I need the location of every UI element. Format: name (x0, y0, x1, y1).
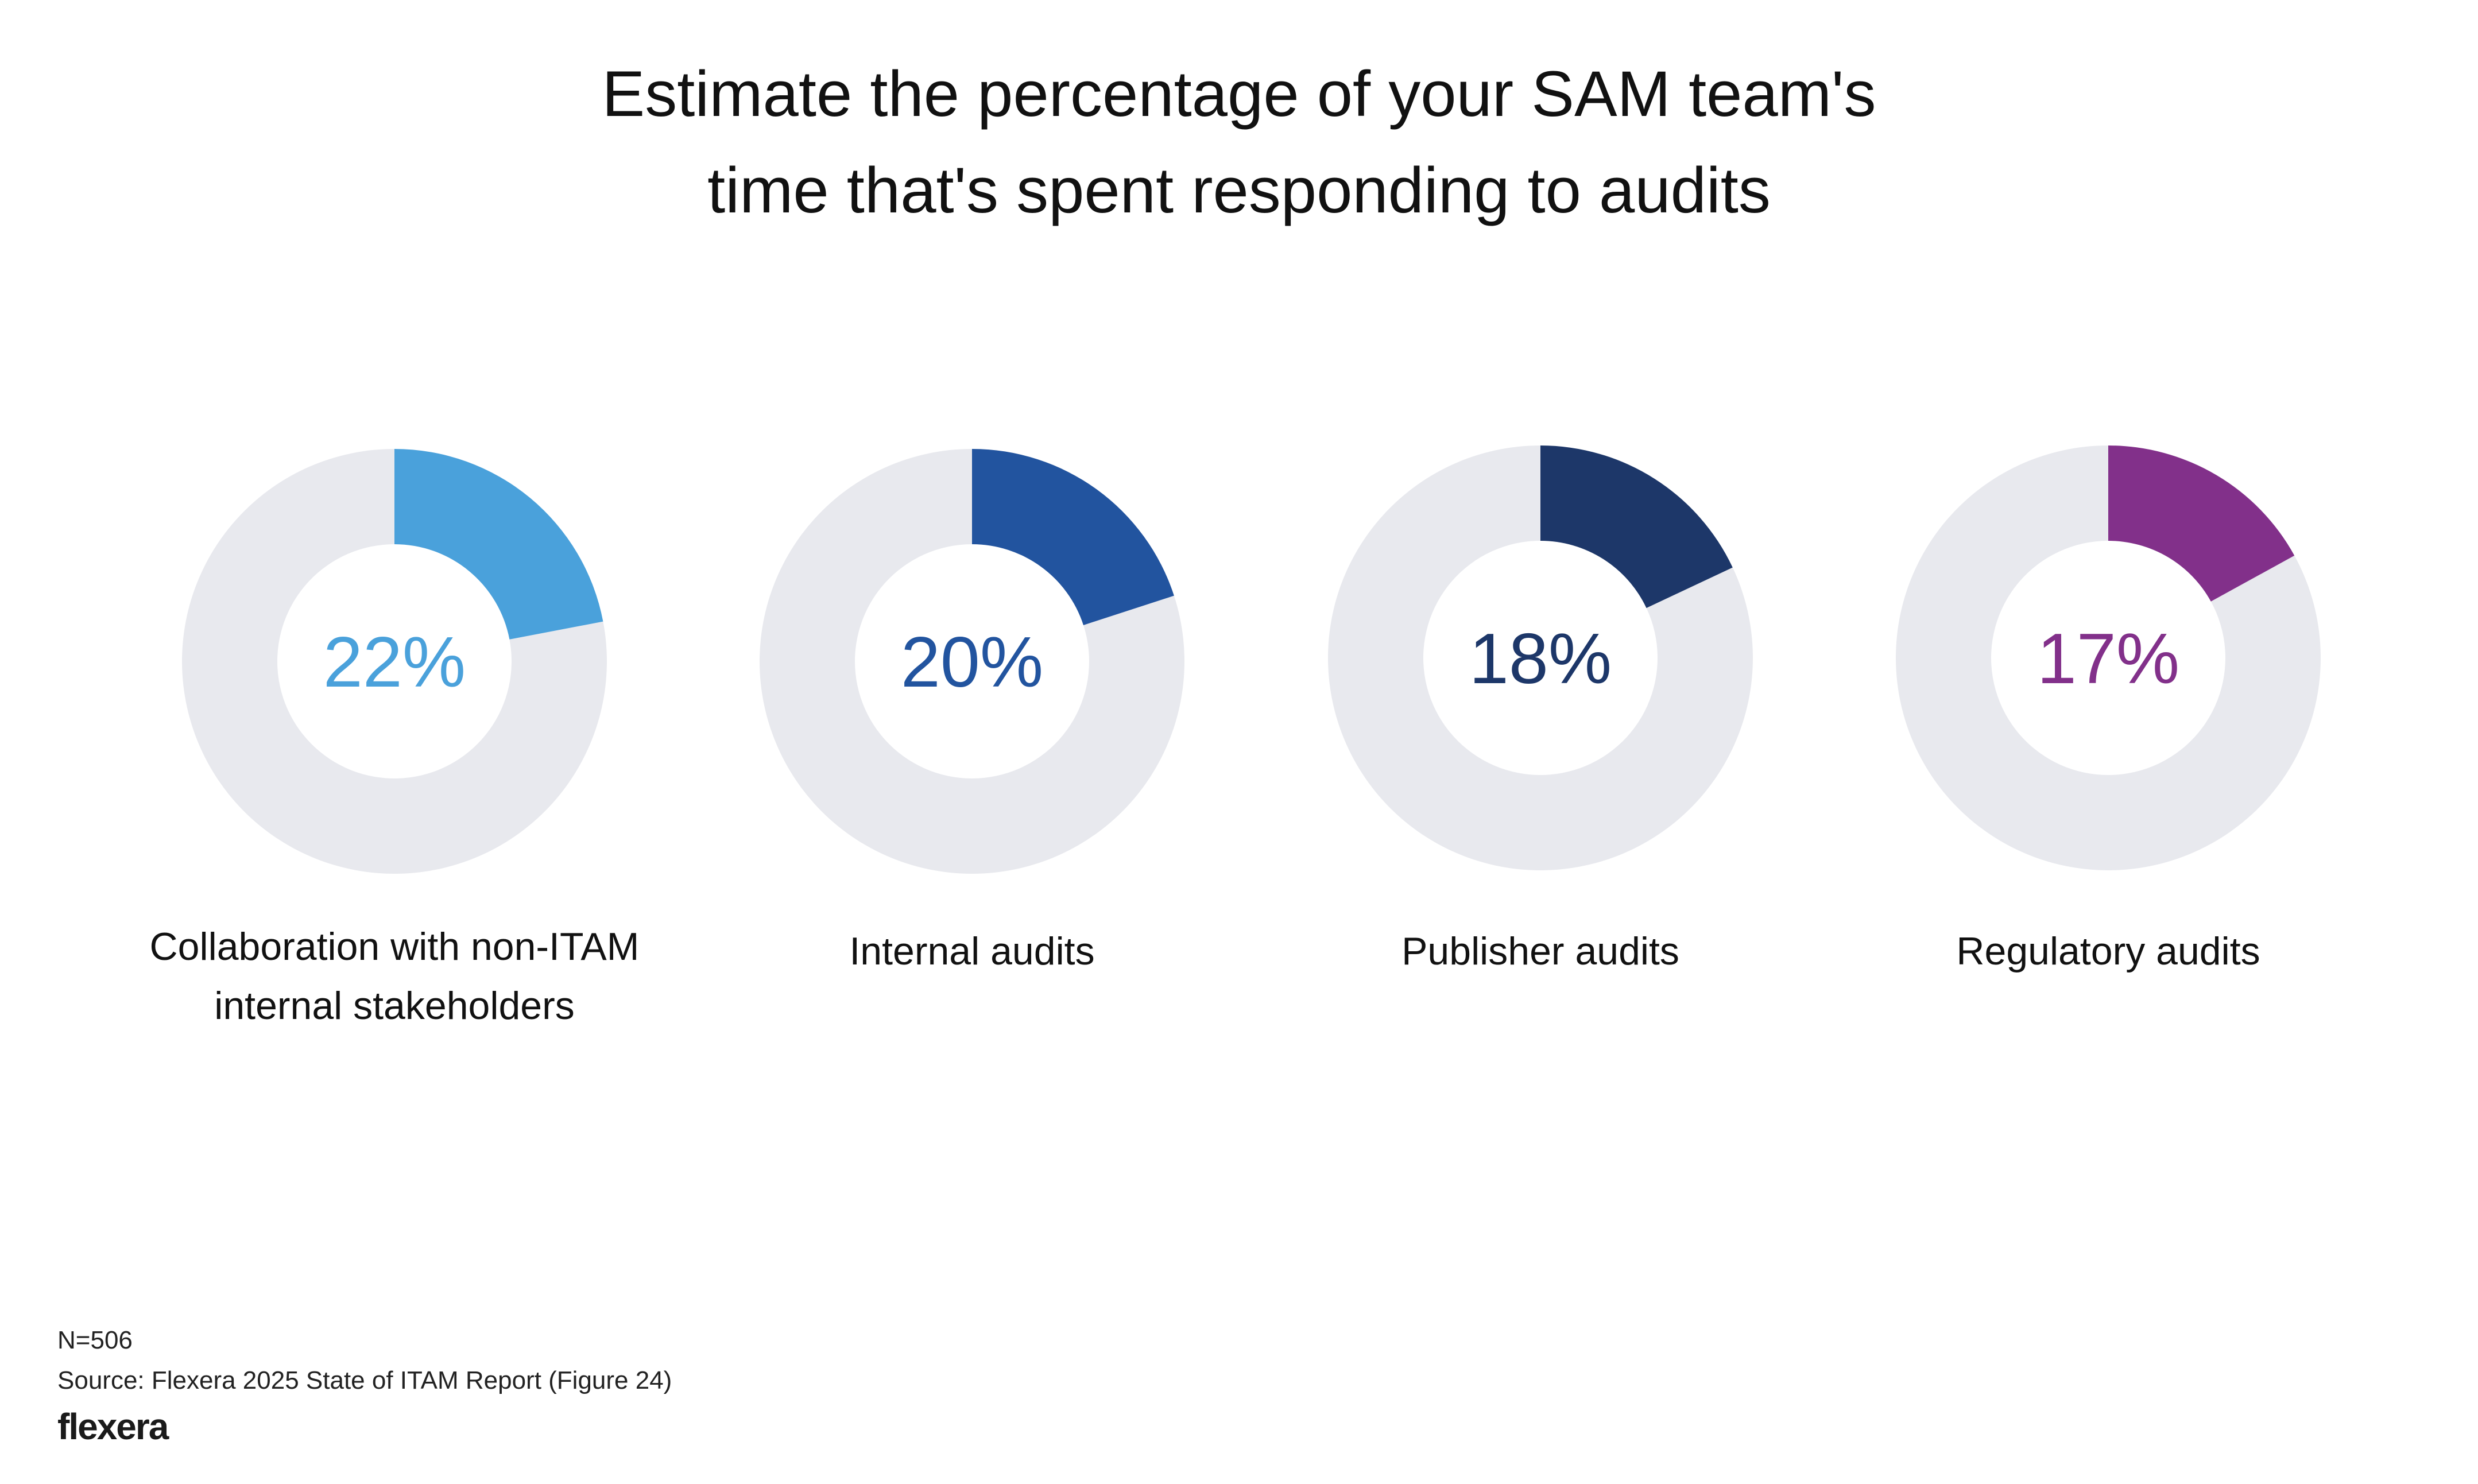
flexera-logo: flexera (57, 1406, 169, 1447)
category-label-line: internal stakeholders (214, 984, 575, 1028)
donut-value-label: 17% (2037, 619, 2179, 699)
category-label-line: Collaboration with non-ITAM (149, 925, 640, 968)
donut-segment (2108, 445, 2295, 602)
donut-category-label: Publisher audits (1253, 922, 1827, 981)
chart-title: Estimate the percentage of your SAM team… (0, 46, 2478, 239)
category-label-line: Regulatory audits (1956, 929, 2260, 973)
donut-category-label: Regulatory audits (1821, 922, 2395, 981)
donut-category-label: Internal audits (685, 922, 1259, 981)
category-label-line: Publisher audits (1401, 929, 1679, 973)
donut-track (1896, 445, 2321, 870)
donut-segment (972, 449, 1174, 625)
donut-value-label: 20% (901, 623, 1043, 702)
sample-size: N=506 (57, 1326, 133, 1354)
donut-value-label: 22% (323, 623, 466, 702)
donut-track (1328, 445, 1753, 870)
category-label-line: Internal audits (849, 929, 1095, 973)
donut-4: 17% (1896, 445, 2321, 870)
donut-1: 22% (182, 449, 607, 874)
donut-segment (1540, 445, 1733, 609)
chart-title-line-2: time that's spent responding to audits (707, 154, 1771, 226)
source-note: Source: Flexera 2025 State of ITAM Repor… (57, 1366, 672, 1394)
donut-2: 20% (760, 449, 1184, 874)
chart-title-line-1: Estimate the percentage of your SAM team… (602, 58, 1876, 130)
donut-category-label: Collaboration with non-ITAM internal stak… (107, 917, 682, 1036)
donut-segment (394, 449, 603, 640)
donut-3: 18% (1328, 445, 1753, 870)
donut-track (182, 449, 607, 874)
donut-track (760, 449, 1184, 874)
donut-value-label: 18% (1469, 619, 1612, 699)
